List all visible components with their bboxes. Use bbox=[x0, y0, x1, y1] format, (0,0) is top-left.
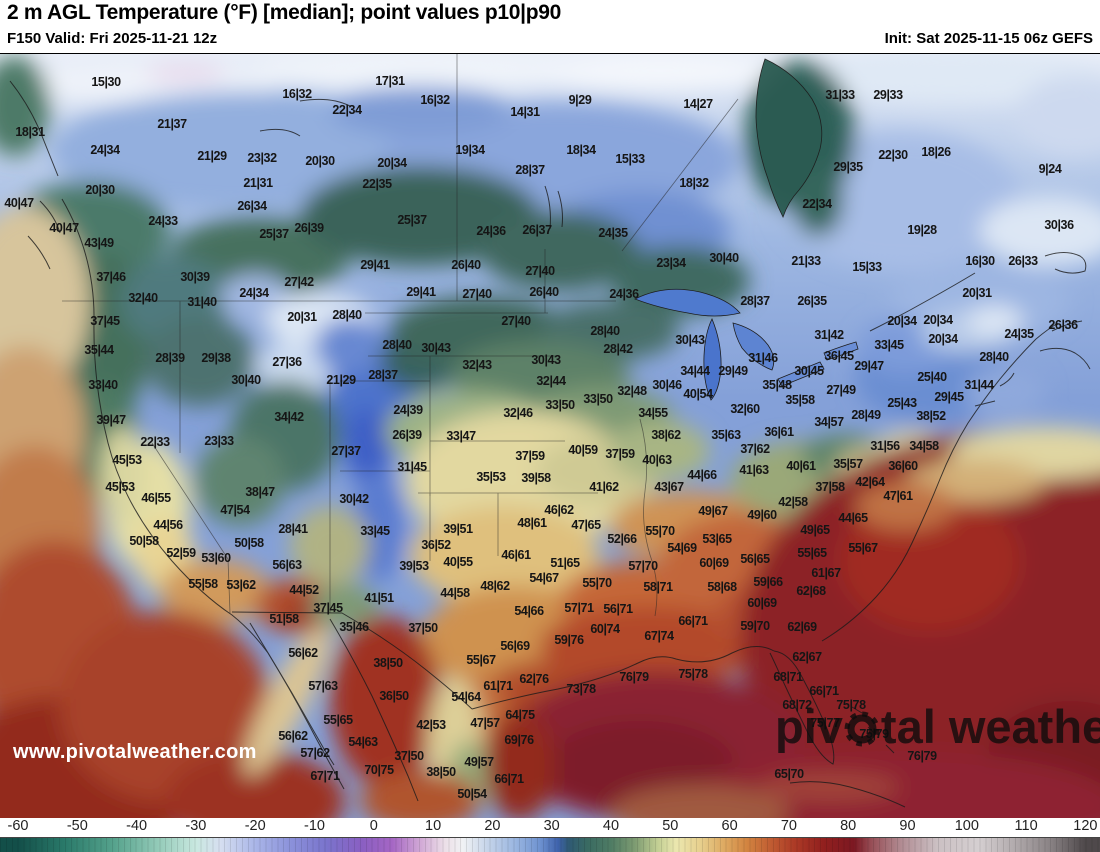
tick-label: 110 bbox=[1014, 818, 1038, 834]
tick-label: 10 bbox=[425, 818, 442, 834]
init-time: Init: Sat 2025-11-15 06z GEFS bbox=[884, 30, 1093, 47]
tick-label: 50 bbox=[662, 818, 679, 834]
watermark-url: www.pivotalweather.com bbox=[13, 741, 257, 763]
tick-label: 20 bbox=[484, 818, 501, 834]
tick-label: 40 bbox=[602, 818, 620, 834]
coastlines bbox=[9, 80, 1091, 808]
tick-label: 80 bbox=[840, 818, 857, 834]
colorbar-segments bbox=[0, 838, 1100, 852]
valid-time: F150 Valid: Fri 2025-11-21 12z bbox=[7, 30, 218, 47]
map-title: 2 m AGL Temperature (°F) [median]; point… bbox=[7, 1, 561, 24]
temperature-blobs bbox=[0, 54, 1100, 819]
tick-label: 30 bbox=[543, 818, 560, 834]
header: 2 m AGL Temperature (°F) [median]; point… bbox=[0, 0, 1100, 53]
state-borders bbox=[62, 54, 739, 617]
temperature-field bbox=[0, 54, 1100, 819]
brand-left: piv bbox=[775, 700, 843, 753]
weather-map bbox=[0, 53, 1100, 819]
tick-label: 0 bbox=[369, 818, 378, 834]
tick-label: -10 bbox=[304, 818, 325, 834]
great-lakes bbox=[634, 58, 859, 401]
colorbar: -60 -50 -40 -30 -20 -10 0 10 20 30 40 50 60 70 80 90 100… bbox=[0, 818, 1100, 852]
gear-icon bbox=[844, 711, 880, 746]
tick-label: 120 bbox=[1073, 818, 1098, 834]
tick-label: 60 bbox=[721, 818, 738, 834]
tick-label: 100 bbox=[954, 818, 979, 834]
tick-label: -30 bbox=[185, 818, 207, 834]
hudson-bay bbox=[755, 58, 823, 219]
tick-label: 90 bbox=[899, 818, 916, 834]
tick-label: 70 bbox=[780, 818, 797, 834]
tick-label: -20 bbox=[244, 818, 266, 834]
tick-label: -50 bbox=[66, 818, 88, 834]
tick-label: -60 bbox=[7, 818, 29, 834]
brand-watermark: piv tal weather bbox=[775, 703, 1100, 750]
tick-label: -40 bbox=[126, 818, 148, 834]
colorbar-gradient bbox=[0, 837, 1100, 852]
brand-right: tal weather bbox=[880, 700, 1100, 753]
